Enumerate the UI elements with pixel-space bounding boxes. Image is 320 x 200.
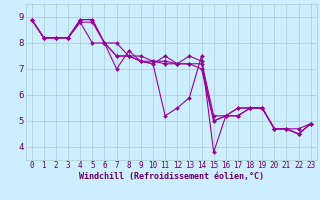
X-axis label: Windchill (Refroidissement éolien,°C): Windchill (Refroidissement éolien,°C)	[79, 172, 264, 181]
